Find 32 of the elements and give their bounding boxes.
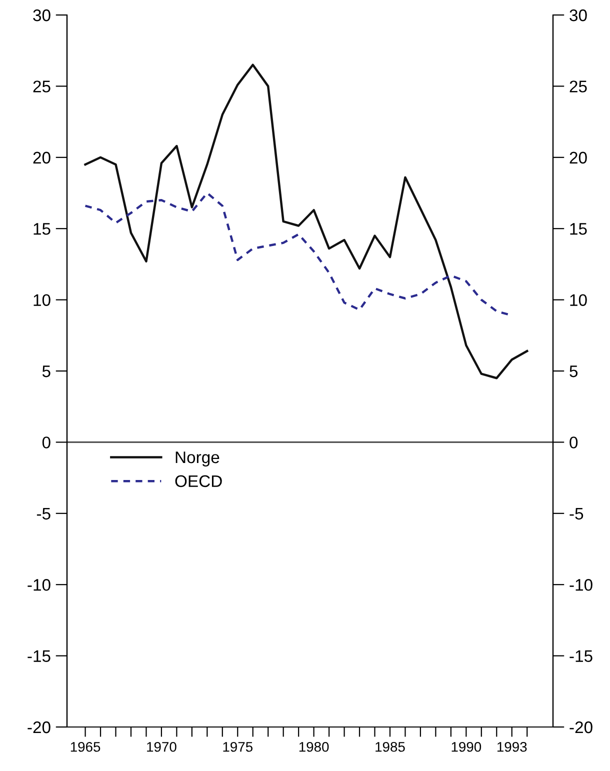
y2-tick-label: 10 bbox=[570, 294, 587, 306]
y2-tick-label: 30 bbox=[570, 9, 587, 22]
y-tick-label: -10 bbox=[28, 579, 50, 591]
y2-tick-label: 20 bbox=[570, 152, 587, 164]
y2-tick-label: -15 bbox=[570, 650, 592, 662]
y-tick-label: 30 bbox=[33, 9, 50, 22]
y2-tick-label: 25 bbox=[570, 80, 587, 92]
y-tick-label: -20 bbox=[28, 721, 50, 734]
y2-tick-label: 5 bbox=[570, 366, 578, 378]
x-tick-label: 1970 bbox=[147, 742, 176, 752]
legend-label: Norge bbox=[176, 452, 220, 467]
y-tick-label: 20 bbox=[33, 152, 50, 164]
x-tick-label: 1990 bbox=[452, 742, 482, 752]
x-tick-label: 1985 bbox=[376, 742, 405, 752]
y-tick-label: 5 bbox=[42, 366, 50, 378]
y-tick-label: 15 bbox=[34, 223, 50, 235]
y-tick-label: 25 bbox=[33, 80, 50, 92]
y2-tick-label: -20 bbox=[570, 721, 592, 734]
y-tick-label: -15 bbox=[28, 650, 50, 662]
line-series bbox=[84, 64, 528, 380]
y2-tick-label: -10 bbox=[570, 579, 592, 591]
y2-tick-label: 15 bbox=[570, 223, 587, 235]
legend-label: OECD bbox=[175, 475, 222, 488]
x-tick-label: 1975 bbox=[223, 742, 252, 752]
y-tick-label: -5 bbox=[36, 508, 50, 520]
x-tick-label: 1965 bbox=[70, 742, 100, 752]
x-tick-label: 1980 bbox=[299, 742, 329, 752]
y2-tick-label: 0 bbox=[570, 436, 578, 448]
y2-tick-label: -5 bbox=[570, 508, 584, 520]
y-tick-label: 10 bbox=[34, 294, 50, 306]
y-tick-label: 0 bbox=[42, 436, 50, 448]
x-tick-label: 1993 bbox=[497, 742, 527, 752]
